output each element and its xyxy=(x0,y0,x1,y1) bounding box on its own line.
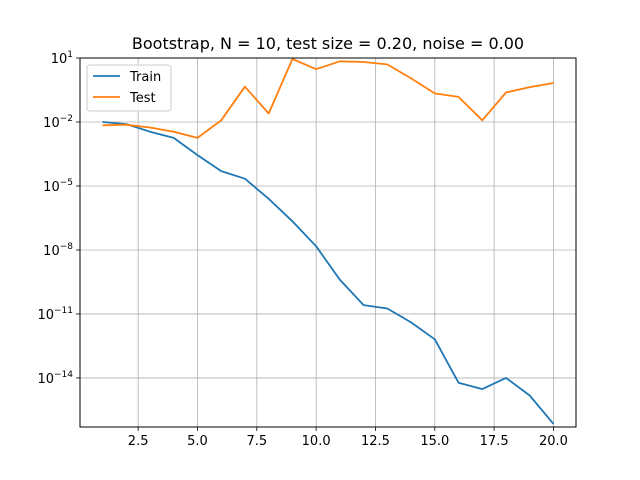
y-tick-exponent: 1 xyxy=(67,50,73,60)
x-axis: 2.5 5.0 7.5 10.0 12.5 15.0 17.5 20.0 xyxy=(128,427,568,449)
y-tick-label: 10−5 xyxy=(43,178,73,195)
x-tick-label: 15.0 xyxy=(420,434,449,449)
y-tick-base: 10 xyxy=(43,116,60,131)
y-tick-exponent: −8 xyxy=(60,242,74,252)
y-tick-exponent: −14 xyxy=(54,370,73,380)
x-tick-label: 2.5 xyxy=(128,434,149,449)
x-tick-label: 12.5 xyxy=(361,434,390,449)
legend-label-train: Train xyxy=(129,70,161,85)
series-line-train xyxy=(102,121,555,425)
y-tick-label: 10−14 xyxy=(37,370,73,387)
y-tick-base: 10 xyxy=(37,372,54,387)
legend: Train Test xyxy=(86,64,172,112)
y-tick-base: 10 xyxy=(43,244,60,259)
legend-label-test: Test xyxy=(129,91,156,106)
y-tick-label: 101 xyxy=(51,50,73,67)
y-tick-exponent: −2 xyxy=(60,114,73,124)
y-tick-label: 10−8 xyxy=(43,242,73,259)
plot-frame xyxy=(79,57,577,428)
y-tick-exponent: −11 xyxy=(54,306,73,316)
grid xyxy=(80,57,576,427)
x-tick-label: 5.0 xyxy=(187,434,208,449)
x-tick-label: 20.0 xyxy=(539,434,568,449)
y-tick-base: 10 xyxy=(51,52,68,67)
chart-title: Bootstrap, N = 10, test size = 0.20, noi… xyxy=(132,34,524,53)
y-tick-label: 10−11 xyxy=(37,306,73,323)
x-tick-label: 10.0 xyxy=(302,434,331,449)
y-tick-base: 10 xyxy=(37,308,54,323)
y-tick-label: 10−2 xyxy=(43,114,73,131)
series-layer xyxy=(102,58,555,425)
series-line-test xyxy=(102,58,554,139)
y-tick-base: 10 xyxy=(43,180,60,195)
y-tick-exponent: −5 xyxy=(60,178,73,188)
x-tick-label: 7.5 xyxy=(246,434,267,449)
x-tick-label: 17.5 xyxy=(480,434,509,449)
